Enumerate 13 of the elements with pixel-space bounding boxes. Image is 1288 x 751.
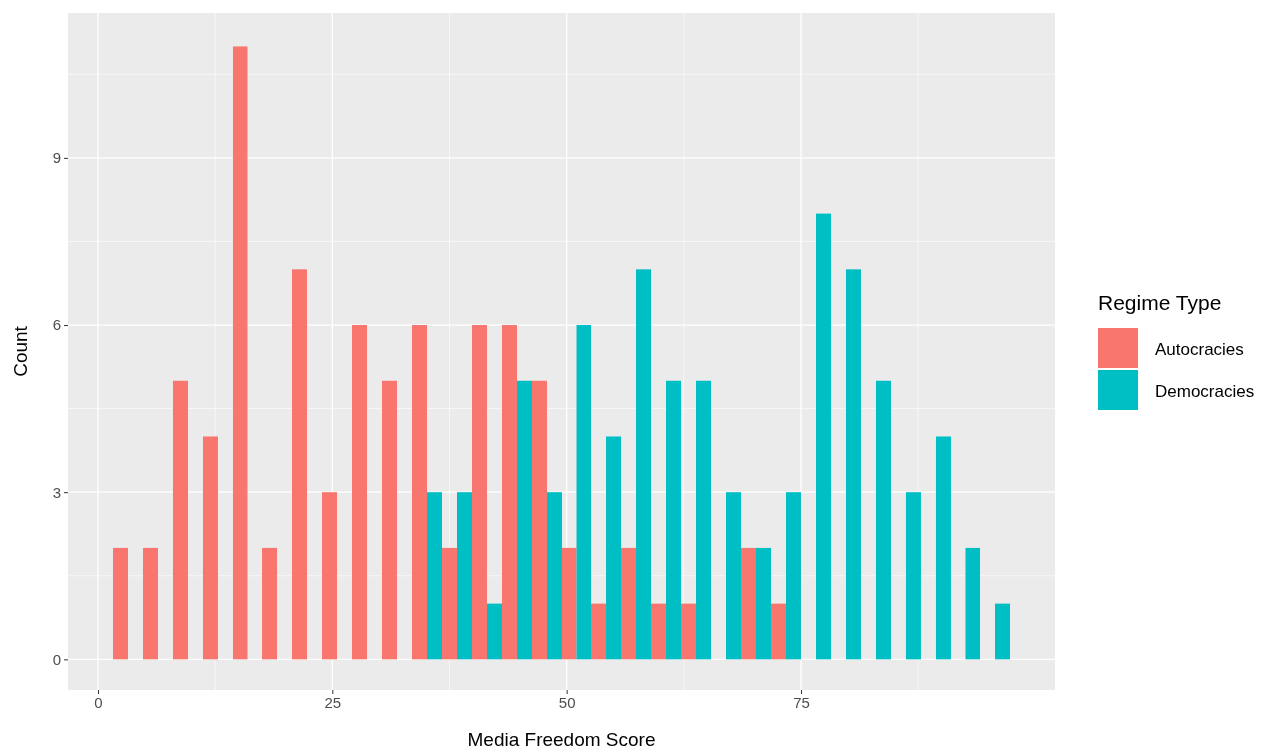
legend-label: Democracies bbox=[1155, 382, 1255, 401]
y-tick-label: 0 bbox=[52, 650, 61, 668]
legend-label: Autocracies bbox=[1155, 340, 1244, 359]
x-tick-label: 75 bbox=[793, 693, 810, 711]
x-tick-label: 50 bbox=[558, 693, 576, 711]
x-axis-title: Media Freedom Score bbox=[467, 729, 656, 750]
y-tick-label: 9 bbox=[52, 149, 61, 167]
x-tick-label: 0 bbox=[94, 693, 103, 711]
x-tick-label: 25 bbox=[324, 693, 342, 711]
y-tick-label: 6 bbox=[52, 316, 61, 334]
y-tick-label: 3 bbox=[52, 483, 61, 501]
y-axis-title: Count bbox=[10, 325, 31, 377]
legend-title: Regime Type bbox=[1098, 291, 1222, 314]
